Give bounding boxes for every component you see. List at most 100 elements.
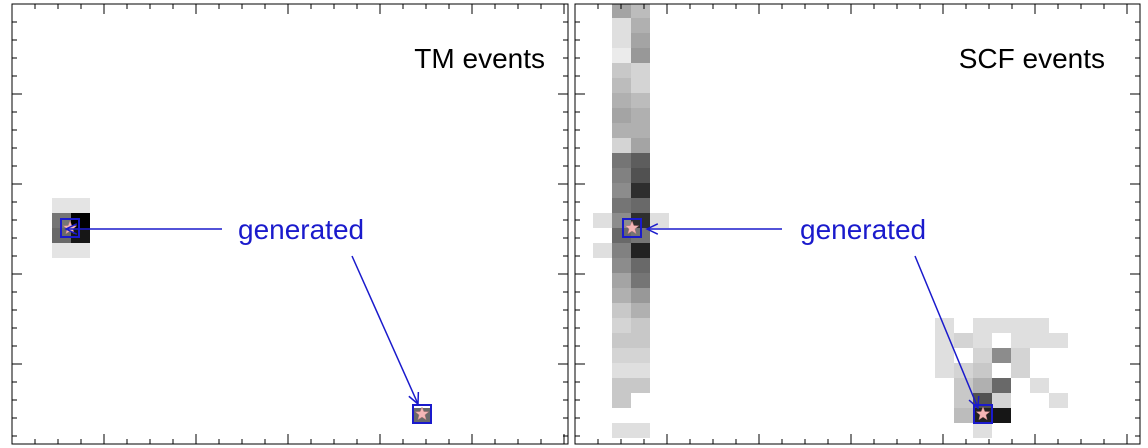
cell: [992, 393, 1011, 408]
generated-box: [60, 218, 80, 238]
cell: [631, 258, 650, 273]
cell: [631, 138, 650, 153]
cell: [973, 363, 992, 378]
cell: [992, 378, 1011, 393]
cell: [973, 333, 992, 348]
cells: [593, 4, 1068, 438]
cell: [631, 378, 650, 393]
frame: [11, 3, 569, 445]
panel-title: SCF events: [959, 43, 1105, 74]
cell: [612, 348, 631, 363]
cell: [612, 363, 631, 378]
cell: [612, 243, 631, 258]
cell: [593, 213, 612, 228]
cell: [612, 93, 631, 108]
arrow-head: [968, 395, 980, 410]
cell: [631, 273, 650, 288]
cell: [631, 333, 650, 348]
cell: [612, 288, 631, 303]
annotation: generated: [238, 214, 364, 245]
cell: [954, 333, 973, 348]
cell: [612, 33, 631, 48]
cell: [612, 18, 631, 33]
cell: [612, 378, 631, 393]
cell: [992, 348, 1011, 363]
cell: [631, 123, 650, 138]
cell: [612, 228, 631, 243]
cell: [612, 168, 631, 183]
arrow-head: [645, 223, 659, 235]
arrow: [914, 255, 979, 409]
cell: [631, 303, 650, 318]
cell: [612, 303, 631, 318]
frame: [574, 3, 1141, 445]
generated-star: [975, 406, 991, 421]
generated-star: [414, 406, 430, 421]
cell: [1011, 318, 1030, 333]
cell: [631, 63, 650, 78]
cell: [631, 78, 650, 93]
cell: [954, 363, 973, 378]
cell: [954, 408, 973, 423]
cell: [612, 78, 631, 93]
cell: [1030, 378, 1049, 393]
cell: [992, 408, 1011, 423]
cell: [1049, 333, 1068, 348]
cell: [71, 243, 90, 258]
arrow: [351, 255, 419, 405]
cell: [631, 183, 650, 198]
panel: TM events generated: [11, 3, 569, 445]
cell: [631, 198, 650, 213]
cell: [612, 333, 631, 348]
cell: [612, 258, 631, 273]
cell: [935, 363, 954, 378]
cell: [631, 4, 650, 18]
cell: [631, 48, 650, 63]
cell: [631, 363, 650, 378]
cell: [992, 318, 1011, 333]
panel: SCF events generated: [574, 3, 1141, 445]
cell: [71, 228, 90, 243]
cell: [1030, 333, 1049, 348]
generated-star: [624, 220, 640, 235]
cell: [631, 423, 650, 438]
cell: [631, 348, 650, 363]
cell: [612, 153, 631, 168]
cell: [612, 138, 631, 153]
cell: [631, 108, 650, 123]
generated-box: [622, 218, 642, 238]
cell: [612, 63, 631, 78]
cell: [650, 213, 669, 228]
arrow-head: [64, 223, 78, 235]
cell: [935, 348, 954, 363]
cell: [973, 348, 992, 363]
cell: [631, 18, 650, 33]
cell: [612, 423, 631, 438]
cell: [612, 393, 631, 408]
cell: [612, 108, 631, 123]
cell: [631, 93, 650, 108]
cell: [593, 243, 612, 258]
cell: [631, 153, 650, 168]
cell: [973, 318, 992, 333]
generated-box: [973, 404, 993, 424]
cell: [935, 333, 954, 348]
cell: [631, 33, 650, 48]
annotation: generated: [800, 214, 926, 245]
cell: [1011, 363, 1030, 378]
cell: [52, 198, 71, 213]
cell: [954, 393, 973, 408]
cell: [973, 378, 992, 393]
cell: [612, 273, 631, 288]
cell: [612, 48, 631, 63]
cell: [631, 243, 650, 258]
cell: [612, 213, 631, 228]
cell: [973, 423, 992, 438]
cell: [1049, 393, 1068, 408]
cell: [612, 4, 631, 18]
cell: [612, 318, 631, 333]
generated-box: [412, 404, 432, 424]
cell: [954, 378, 973, 393]
cell: [1011, 333, 1030, 348]
